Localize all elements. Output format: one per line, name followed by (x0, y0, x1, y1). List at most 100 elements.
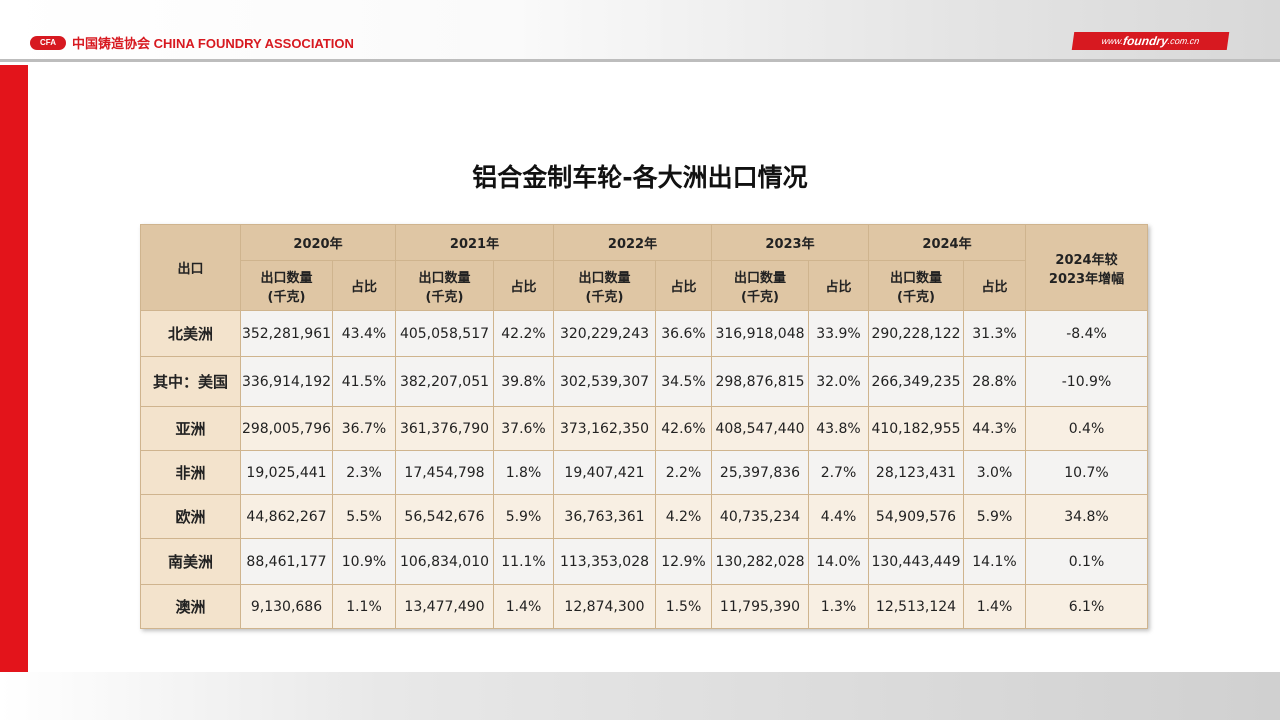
growth-header-line1: 2024年较 (1055, 252, 1118, 268)
row-label: 其中：美国 (140, 356, 241, 407)
table-row: 欧洲 44,862,267 5.5% 56,542,676 5.9% 36,763,361… (140, 494, 1148, 539)
slide-title: 铝合金制车轮-各大洲出口情况 (472, 163, 808, 192)
qty-header-line1: 出口数量 (889, 270, 942, 286)
qty-cell: 290,228,122 (868, 310, 964, 357)
year-header: 2023年 (711, 224, 869, 261)
table-row: 南美洲 88,461,177 10.9% 106,834,010 11.1% 113,35… (140, 538, 1148, 585)
growth-cell: 0.1% (1025, 538, 1148, 585)
qty-cell: 336,914,192 (240, 356, 333, 407)
association-logo: CFA 中国铸造协会 CHINA FOUNDRY ASSOCIATION (30, 33, 354, 52)
share-cell: 33.9% (808, 310, 869, 357)
corner-header: 出口 (140, 224, 241, 311)
qty-cell: 352,281,961 (240, 310, 333, 357)
qty-cell: 9,130,686 (240, 584, 333, 629)
qty-header-line2: (千克) (585, 289, 624, 305)
row-label: 欧洲 (140, 494, 241, 539)
qty-header: 出口数量 (千克) (553, 260, 656, 311)
row-label: 北美洲 (140, 310, 241, 357)
qty-cell: 12,874,300 (553, 584, 656, 629)
share-cell: 5.9% (963, 494, 1026, 539)
qty-cell: 316,918,048 (711, 310, 809, 357)
growth-cell: 0.4% (1025, 406, 1148, 451)
qty-cell: 88,461,177 (240, 538, 333, 585)
qty-cell: 19,407,421 (553, 450, 656, 495)
qty-cell: 13,477,490 (395, 584, 494, 629)
share-cell: 2.3% (332, 450, 396, 495)
share-cell: 14.1% (963, 538, 1026, 585)
qty-cell: 56,542,676 (395, 494, 494, 539)
share-cell: 12.9% (655, 538, 712, 585)
qty-cell: 266,349,235 (868, 356, 964, 407)
share-cell: 1.4% (493, 584, 554, 629)
qty-cell: 373,162,350 (553, 406, 656, 451)
row-label: 南美洲 (140, 538, 241, 585)
share-cell: 3.0% (963, 450, 1026, 495)
share-header: 占比 (963, 260, 1026, 311)
table-row: 其中：美国 336,914,192 41.5% 382,207,051 39.8% 302… (140, 356, 1148, 407)
year-header: 2020年 (240, 224, 396, 261)
logo-text: 中国铸造协会 CHINA FOUNDRY ASSOCIATION (72, 36, 354, 51)
qty-cell: 106,834,010 (395, 538, 494, 585)
qty-header-line1: 出口数量 (260, 270, 313, 286)
bottom-band (0, 672, 1280, 720)
share-cell: 34.5% (655, 356, 712, 407)
share-header: 占比 (493, 260, 554, 311)
qty-cell: 302,539,307 (553, 356, 656, 407)
share-cell: 1.5% (655, 584, 712, 629)
share-cell: 1.8% (493, 450, 554, 495)
qty-header-line1: 出口数量 (578, 270, 631, 286)
table-row: 澳洲 9,130,686 1.1% 13,477,490 1.4% 12,874,300 1… (140, 584, 1148, 629)
qty-cell: 113,353,028 (553, 538, 656, 585)
row-label: 澳洲 (140, 584, 241, 629)
qty-header-line1: 出口数量 (733, 270, 786, 286)
growth-header: 2024年较 2023年增幅 (1025, 224, 1148, 311)
row-label: 亚洲 (140, 406, 241, 451)
qty-header-line2: (千克) (897, 289, 935, 305)
share-cell: 43.4% (332, 310, 396, 357)
qty-cell: 11,795,390 (711, 584, 809, 629)
qty-cell: 405,058,517 (395, 310, 494, 357)
share-cell: 37.6% (493, 406, 554, 451)
year-header: 2022年 (553, 224, 712, 261)
year-header: 2024年 (868, 224, 1026, 261)
share-cell: 14.0% (808, 538, 869, 585)
growth-cell: 10.7% (1025, 450, 1148, 495)
qty-header: 出口数量 (千克) (711, 260, 809, 311)
share-cell: 28.8% (963, 356, 1026, 407)
top-banner: CFA 中国铸造协会 CHINA FOUNDRY ASSOCIATION www… (0, 0, 1280, 62)
qty-cell: 17,454,798 (395, 450, 494, 495)
qty-cell: 36,763,361 (553, 494, 656, 539)
share-cell: 32.0% (808, 356, 869, 407)
qty-cell: 54,909,576 (868, 494, 964, 539)
cfa-logo-icon: CFA (30, 35, 66, 50)
row-label: 非洲 (140, 450, 241, 495)
table-row: 北美洲 352,281,961 43.4% 405,058,517 42.2% 320,2… (140, 310, 1148, 357)
qty-header: 出口数量 (千克) (395, 260, 494, 311)
qty-cell: 382,207,051 (395, 356, 494, 407)
share-cell: 2.2% (655, 450, 712, 495)
qty-cell: 28,123,431 (868, 450, 964, 495)
share-header: 占比 (655, 260, 712, 311)
growth-cell: -10.9% (1025, 356, 1148, 407)
share-cell: 31.3% (963, 310, 1026, 357)
share-cell: 42.6% (655, 406, 712, 451)
qty-cell: 44,862,267 (240, 494, 333, 539)
qty-cell: 408,547,440 (711, 406, 809, 451)
qty-cell: 130,443,449 (868, 538, 964, 585)
export-table: 出口 2020年 2021年 2022年 2023年 2024年 2024年较 2… (140, 224, 1148, 629)
qty-cell: 130,282,028 (711, 538, 809, 585)
qty-cell: 361,376,790 (395, 406, 494, 451)
share-cell: 1.1% (332, 584, 396, 629)
qty-header-line2: (千克) (425, 289, 464, 305)
website-prefix: www. (1100, 36, 1124, 46)
year-header: 2021年 (395, 224, 554, 261)
share-header: 占比 (808, 260, 869, 311)
share-cell: 42.2% (493, 310, 554, 357)
growth-cell: 6.1% (1025, 584, 1148, 629)
share-cell: 44.3% (963, 406, 1026, 451)
website-suffix: .com.cn (1167, 36, 1201, 46)
qty-cell: 40,735,234 (711, 494, 809, 539)
qty-cell: 19,025,441 (240, 450, 333, 495)
qty-header-line1: 出口数量 (418, 270, 471, 286)
share-cell: 43.8% (808, 406, 869, 451)
